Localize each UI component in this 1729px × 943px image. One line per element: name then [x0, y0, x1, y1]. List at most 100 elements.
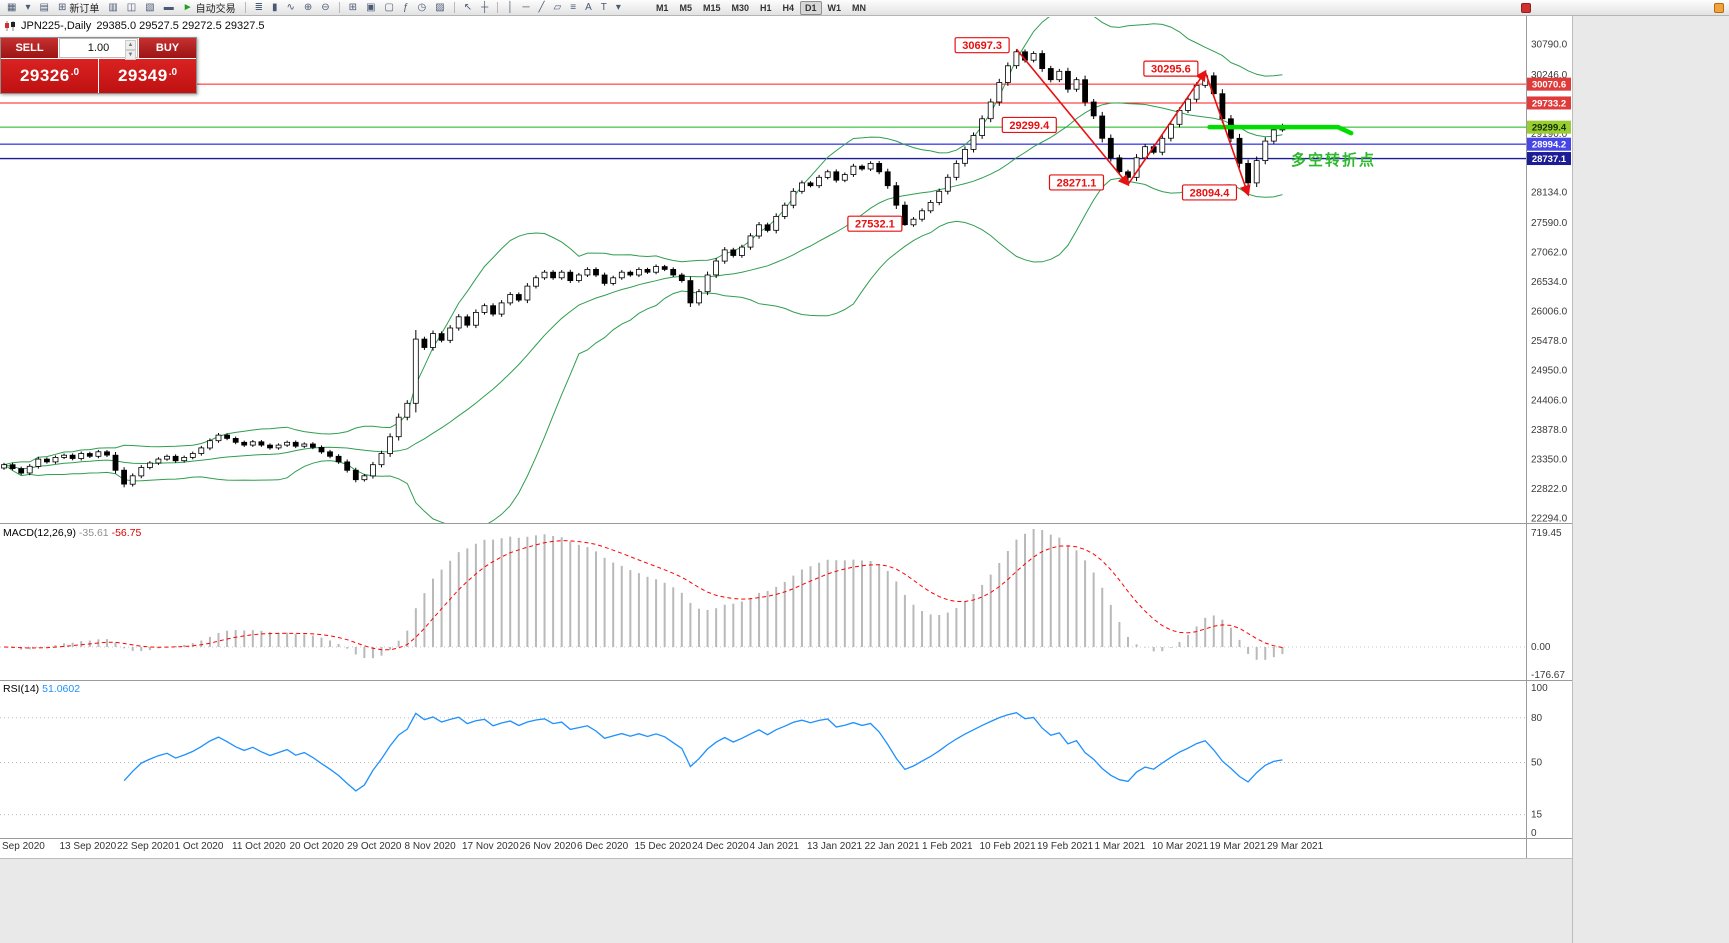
price-annotation[interactable]: 27532.1 [847, 215, 903, 232]
timeframe-m15[interactable]: M15 [702, 2, 721, 13]
timeframe-h4[interactable]: H4 [782, 2, 795, 13]
timeframe-mn[interactable]: MN [852, 2, 867, 13]
crosshair-icon[interactable]: ┼ [477, 1, 492, 15]
candle [344, 461, 351, 471]
candle [472, 311, 479, 326]
price-tick-label: 27590.0 [1531, 218, 1568, 229]
terminal-icon[interactable]: ▬ [160, 1, 178, 15]
time-tick-label: 4 Jan 2021 [750, 841, 800, 852]
trend-arrow-1[interactable] [1015, 48, 1130, 187]
timeframe-m5[interactable]: M5 [679, 2, 692, 13]
price-badge: 29733.2 [1527, 96, 1571, 110]
line-chart-icon[interactable]: ∿ [283, 1, 299, 15]
candle [876, 162, 883, 173]
candle [52, 456, 59, 463]
buy-button[interactable]: BUY [139, 38, 196, 58]
cascade-windows-icon: ▣ [366, 1, 376, 13]
new-order-button[interactable]: ⊞ 新订单 [54, 1, 103, 16]
new-chart-icon[interactable]: ▦ [3, 1, 20, 15]
price-annotation[interactable]: 30295.6 [1143, 60, 1199, 77]
time-tick-label: 19 Mar 2021 [1210, 841, 1267, 852]
chart-plot-area[interactable] [0, 17, 1526, 523]
candle [206, 440, 213, 449]
trendline-icon[interactable]: ╱ [535, 1, 549, 15]
indicators-icon[interactable]: ƒ [399, 1, 413, 15]
time-axis[interactable] [0, 839, 1526, 857]
toolbar-separator [338, 2, 340, 13]
candle [95, 451, 102, 457]
autotrade-button[interactable]: ► 自动交易 [179, 1, 240, 16]
market-watch-icon[interactable]: ▥ [104, 1, 121, 15]
svg-text:29299.4: 29299.4 [1532, 123, 1567, 134]
candle [584, 268, 591, 276]
candle [936, 190, 943, 203]
candle [713, 260, 719, 276]
chart-list-dropdown-icon[interactable]: ▾ [21, 1, 34, 15]
template-icon[interactable]: ▨ [431, 1, 448, 15]
indicators-icon: ƒ [402, 1, 409, 13]
trend-arrow-2[interactable] [1127, 69, 1207, 185]
candle [618, 271, 625, 279]
sell-button[interactable]: SELL [1, 38, 58, 58]
data-window-icon[interactable]: ◫ [123, 1, 140, 15]
vertical-line-icon[interactable]: │ [503, 1, 517, 15]
turning-point-note[interactable]: 多空转折点 [1291, 151, 1376, 169]
profiles-icon[interactable]: ▤ [35, 1, 52, 15]
chart-canvas[interactable]: 30697.3 30295.6 29299.4 28271.1 28094.4 27532… [0, 16, 1729, 943]
candle [86, 453, 93, 457]
timeframe-w1[interactable]: W1 [827, 2, 842, 13]
volume-input[interactable]: 1.00 ▲ ▼ [59, 38, 138, 60]
candle [807, 182, 814, 187]
price-axis[interactable] [1526, 17, 1572, 858]
timeframe-toolbar: M1 M5 M15 M30 H1 H4 D1 W1 MN [651, 0, 871, 15]
new-chart-icon: ▦ [7, 1, 17, 13]
horizontal-line-icon[interactable]: ─ [518, 1, 533, 15]
turning-point-line[interactable] [1207, 124, 1354, 136]
arrows-icon[interactable]: ▾ [612, 1, 625, 15]
price-annotation[interactable]: 28094.4 [1181, 184, 1238, 201]
candle [1039, 53, 1046, 70]
volume-spinner[interactable]: ▲ ▼ [125, 40, 136, 60]
buy-price[interactable]: 29349.0 [99, 59, 196, 93]
candle [893, 185, 900, 206]
candle [241, 441, 248, 446]
timeframe-m1[interactable]: M1 [655, 2, 669, 13]
channel-icon[interactable]: ▱ [550, 1, 566, 15]
zoom-out-icon[interactable]: ⊖ [317, 1, 333, 15]
price-annotation[interactable]: 28271.1 [1048, 174, 1105, 191]
auto-arrange-icon[interactable]: ▢ [381, 1, 398, 15]
alarm-icon[interactable] [1521, 3, 1531, 13]
text-icon[interactable]: A [581, 1, 596, 15]
navigator-icon[interactable]: ▧ [141, 1, 158, 15]
time-tick-label: 15 Dec 2020 [635, 841, 692, 852]
timeframe-h1[interactable]: H1 [760, 2, 772, 13]
candle [146, 462, 153, 468]
cursor-icon[interactable]: ↖ [460, 1, 476, 15]
candlestick-chart-icon[interactable]: ▮ [268, 1, 282, 15]
zoom-in-icon[interactable]: ⊕ [300, 1, 316, 15]
price-tick-label: 28134.0 [1531, 188, 1568, 199]
price-annotation[interactable]: 30697.3 [954, 37, 1010, 54]
periods-icon[interactable]: ◷ [414, 1, 431, 15]
fibonacci-icon[interactable]: ≡ [566, 1, 580, 15]
sell-price[interactable]: 29326.0 [1, 59, 98, 93]
notifications-icon[interactable] [1714, 3, 1724, 13]
trend-arrow-3[interactable] [1204, 71, 1251, 197]
price-annotation[interactable]: 29299.4 [1001, 116, 1057, 134]
spin-down-icon[interactable]: ▼ [125, 50, 136, 60]
candle [335, 455, 342, 463]
candle [790, 190, 797, 206]
candle [653, 266, 659, 273]
bar-chart-icon[interactable]: ≣ [251, 1, 267, 15]
candle [267, 444, 273, 449]
rsi-scale-label: 100 [1531, 683, 1548, 694]
timeframe-d1[interactable]: D1 [800, 0, 822, 15]
spin-up-icon[interactable]: ▲ [125, 40, 136, 50]
timeframe-m30[interactable]: M30 [731, 2, 749, 13]
candle [970, 135, 977, 150]
price-badge: 29299.4 [1527, 120, 1571, 134]
cascade-windows-icon[interactable]: ▣ [362, 1, 379, 15]
label-icon[interactable]: T [597, 1, 611, 15]
candle [464, 316, 471, 326]
tile-windows-icon[interactable]: ⊞ [345, 1, 361, 15]
